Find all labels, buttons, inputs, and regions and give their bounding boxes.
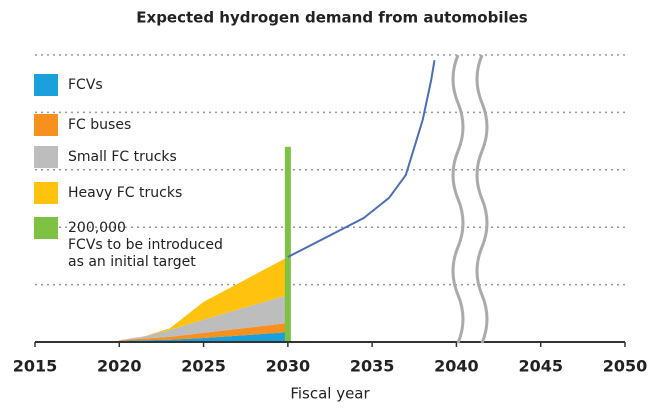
legend-label: 200,000 FCVs to be introduced as an initia… — [68, 220, 223, 270]
x-tick-label: 2025 — [181, 357, 226, 376]
area — [119, 294, 288, 341]
x-tick-label: 2015 — [13, 357, 58, 376]
x-axis-label: Fiscal year — [290, 385, 370, 403]
x-tick-label: 2030 — [266, 357, 311, 376]
area — [119, 257, 288, 341]
x-tick-label: 2035 — [350, 357, 395, 376]
legend-label: FCVs — [68, 77, 103, 93]
legend-swatch — [34, 217, 58, 239]
x-tick-label: 2045 — [518, 357, 563, 376]
x-tick-label: 2040 — [434, 357, 479, 376]
legend-swatch — [34, 74, 58, 96]
target-bar — [284, 146, 291, 342]
x-tick-label: 2050 — [603, 357, 648, 376]
legend-swatch — [34, 146, 58, 168]
x-tick-label: 2020 — [97, 357, 142, 376]
axis-break — [451, 54, 489, 344]
legend-swatch — [34, 182, 58, 204]
plot: 2015 2020 2025 2030 2035 2040 2045 2050 FCVs FC b… — [13, 54, 648, 376]
chart-title: Expected hydrogen demand from automobile… — [136, 9, 528, 27]
area — [119, 323, 288, 341]
area — [119, 332, 288, 342]
legend-swatch — [34, 114, 58, 136]
legend-label: Small FC trucks — [68, 149, 177, 165]
legend-label: FC buses — [68, 117, 131, 133]
legend-label: Heavy FC trucks — [68, 185, 182, 201]
line — [287, 60, 436, 258]
